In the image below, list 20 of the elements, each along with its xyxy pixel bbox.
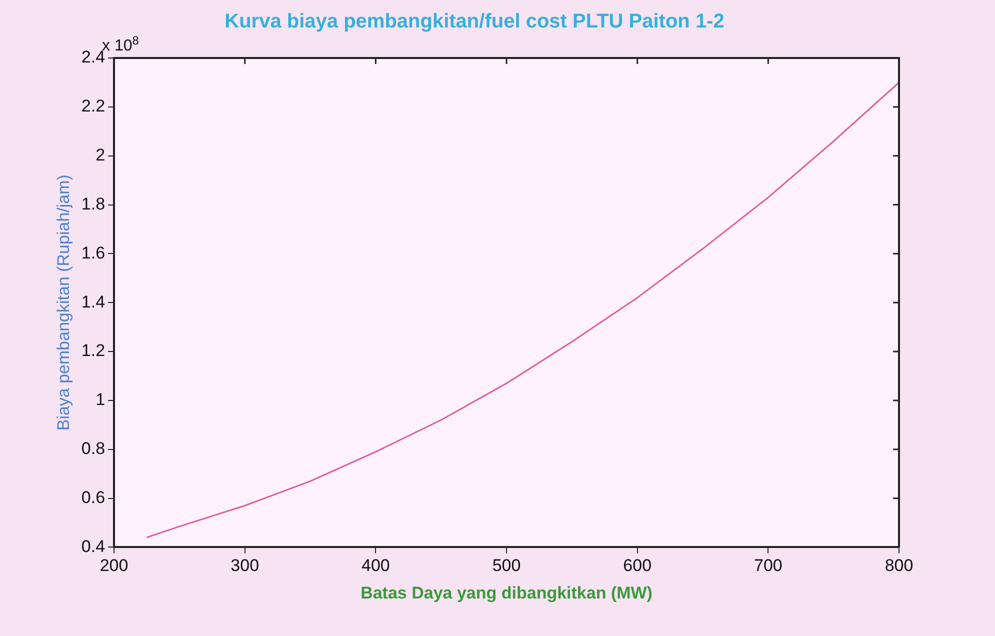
y-tick-label: 1.8 [81, 194, 106, 214]
y-tick-label: 0.6 [81, 488, 106, 507]
y-tick-label: 1.4 [81, 292, 106, 312]
x-tick-label: 300 [230, 556, 260, 576]
y-tick-label: 1.6 [81, 243, 106, 262]
y-tick-label: 2 [96, 146, 106, 165]
x-tick-label: 400 [362, 556, 390, 576]
y-tick-label: 0.4 [81, 536, 106, 556]
x-axis-title: Batas Daya yang dibangkitkan (MW) [360, 583, 652, 602]
y-tick-label: 1.2 [81, 341, 106, 360]
x-tick-label: 200 [100, 556, 128, 576]
x-tick-label: 700 [754, 556, 782, 576]
x-tick-label: 800 [884, 556, 914, 576]
y-tick-label: 1 [96, 390, 106, 410]
chart-title: Kurva biaya pembangkitan/fuel cost PLTU Paiton 1-2 [224, 10, 724, 33]
y-tick-label: 0.8 [81, 439, 106, 458]
y-axis-title: Biaya pembangkitan (Rupiah/jam) [54, 174, 73, 431]
y-tick-label: 2.2 [81, 96, 106, 116]
x-tick-label: 500 [492, 556, 521, 576]
x-tick-label: 600 [623, 556, 652, 576]
